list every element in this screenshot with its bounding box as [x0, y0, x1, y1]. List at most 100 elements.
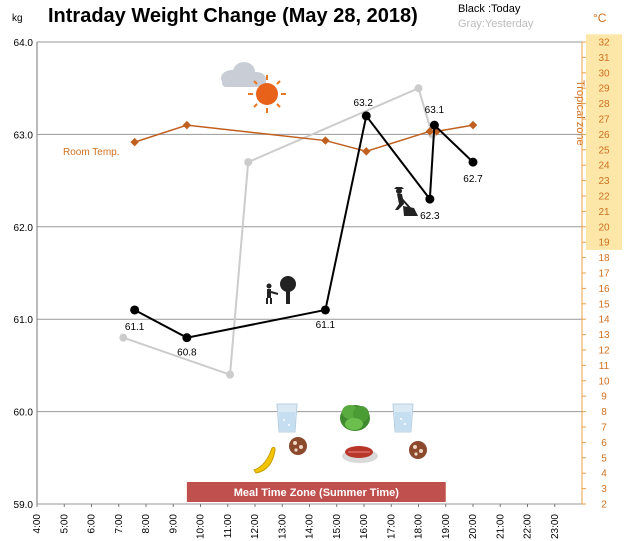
data-point: [468, 157, 478, 167]
series-room-temp: [130, 120, 478, 156]
person-gardening-icon: [394, 187, 418, 216]
data-point: [226, 370, 235, 379]
x-tick-label: 16:00: [359, 514, 370, 539]
y-tick-label: 63.0: [14, 130, 34, 141]
tropical-zone-label: Tropical zone: [574, 80, 586, 146]
data-point: [429, 120, 439, 130]
x-tick-label: 23:00: [550, 514, 561, 539]
x-tick-label: 19:00: [441, 514, 452, 539]
x-tick-label: 12:00: [250, 514, 261, 539]
y2-tick-label: 32: [598, 38, 610, 49]
x-tick-label: 11:00: [223, 514, 234, 539]
y2-tick-label: 24: [598, 161, 610, 172]
banana-icon: [253, 446, 276, 474]
y2-tick-label: 25: [598, 145, 610, 156]
x-tick-label: 21:00: [495, 514, 506, 539]
x-tick-label: 4:00: [32, 514, 43, 534]
legend-yesterday: Gray:Yesterday: [458, 18, 534, 30]
y2-tick-label: 21: [598, 207, 610, 218]
y2-tick-label: 26: [598, 130, 610, 141]
x-tick-label: 22:00: [523, 514, 534, 539]
data-point: [130, 305, 140, 315]
water-glass-icon: [276, 403, 298, 433]
x-tick-label: 17:00: [386, 514, 397, 539]
y2-tick-label: 31: [598, 53, 610, 64]
y2-tick-label: 27: [598, 115, 610, 126]
person-tree-icon: [266, 276, 296, 304]
y2-tick-label: 2: [601, 500, 607, 511]
data-point: [414, 84, 423, 93]
y-unit-left: kg: [12, 13, 23, 24]
data-point: [130, 137, 139, 147]
y2-axis-ticks: 2345678910111213141516171819202122232425…: [582, 38, 610, 511]
legend-today: Black :Today: [458, 3, 521, 15]
y2-tick-label: 14: [598, 315, 610, 326]
meal-time-zone-label: Meal Time Zone (Summer Time): [234, 487, 400, 499]
y2-tick-label: 17: [598, 269, 610, 280]
x-tick-label: 10:00: [196, 514, 207, 539]
x-tick-label: 8:00: [141, 514, 152, 534]
y-unit-right: °C: [593, 11, 607, 25]
y2-tick-label: 29: [598, 84, 610, 95]
y-tick-label: 59.0: [14, 500, 34, 511]
y-tick-label: 60.0: [14, 408, 34, 419]
data-label: 61.1: [316, 320, 336, 331]
data-point: [119, 333, 128, 342]
y2-tick-label: 5: [601, 453, 607, 464]
x-tick-label: 9:00: [168, 514, 179, 534]
y-axis-ticks: 59.0 60.0 61.0 62.0 63.0 64.0: [14, 38, 34, 511]
y2-tick-label: 8: [601, 407, 607, 418]
cookie-icon: [409, 441, 427, 459]
y2-tick-label: 19: [598, 238, 610, 249]
x-tick-label: 6:00: [87, 514, 98, 534]
data-label: 63.2: [354, 98, 374, 109]
data-label: 63.1: [425, 105, 445, 116]
data-point: [361, 111, 371, 121]
cookie-icon: [289, 437, 307, 455]
room-temp-label: Room Temp.: [63, 147, 120, 158]
y-tick-label: 62.0: [14, 223, 34, 234]
data-point: [425, 127, 435, 136]
y2-tick-label: 6: [601, 438, 607, 449]
y2-tick-label: 30: [598, 68, 610, 79]
data-point: [468, 120, 478, 130]
y-tick-label: 61.0: [14, 315, 34, 326]
y2-tick-label: 13: [598, 330, 610, 341]
data-point: [182, 120, 192, 130]
y-tick-label: 64.0: [14, 38, 34, 49]
y2-tick-label: 28: [598, 99, 610, 110]
chart-title: Intraday Weight Change (May 28, 2018): [48, 5, 418, 27]
water-glass-icon: [392, 403, 414, 433]
y2-tick-label: 9: [601, 392, 607, 403]
series-today: 61.1 60.8 61.1 63.2 62.3 63.1 62.7: [125, 98, 483, 359]
y2-tick-label: 18: [598, 253, 610, 264]
y2-tick-label: 16: [598, 284, 610, 295]
x-tick-label: 14:00: [305, 514, 316, 539]
x-tick-label: 18:00: [414, 514, 425, 539]
sun-icon: [248, 75, 286, 113]
steak-icon: [342, 446, 378, 463]
data-point: [244, 158, 253, 167]
lettuce-icon: [340, 405, 370, 431]
data-point: [425, 194, 435, 204]
series-yesterday: [119, 84, 437, 379]
data-point: [320, 305, 330, 315]
y2-tick-label: 22: [598, 192, 610, 203]
y2-tick-label: 23: [598, 176, 610, 187]
gridlines: [37, 41, 582, 505]
tropical-zone-band: [586, 34, 622, 250]
y2-tick-label: 20: [598, 222, 610, 233]
y2-tick-label: 10: [598, 376, 610, 387]
x-tick-label: 5:00: [59, 514, 70, 534]
x-tick-label: 7:00: [114, 514, 125, 534]
meal-time-zone-band: [186, 482, 446, 502]
y2-tick-label: 4: [601, 469, 607, 480]
x-tick-label: 15:00: [332, 514, 343, 539]
data-label: 61.1: [125, 322, 145, 333]
y2-tick-label: 15: [598, 299, 610, 310]
y2-tick-label: 11: [599, 361, 610, 372]
x-tick-label: 13:00: [277, 514, 288, 539]
axes: [36, 42, 583, 504]
y2-tick-label: 12: [598, 346, 610, 357]
